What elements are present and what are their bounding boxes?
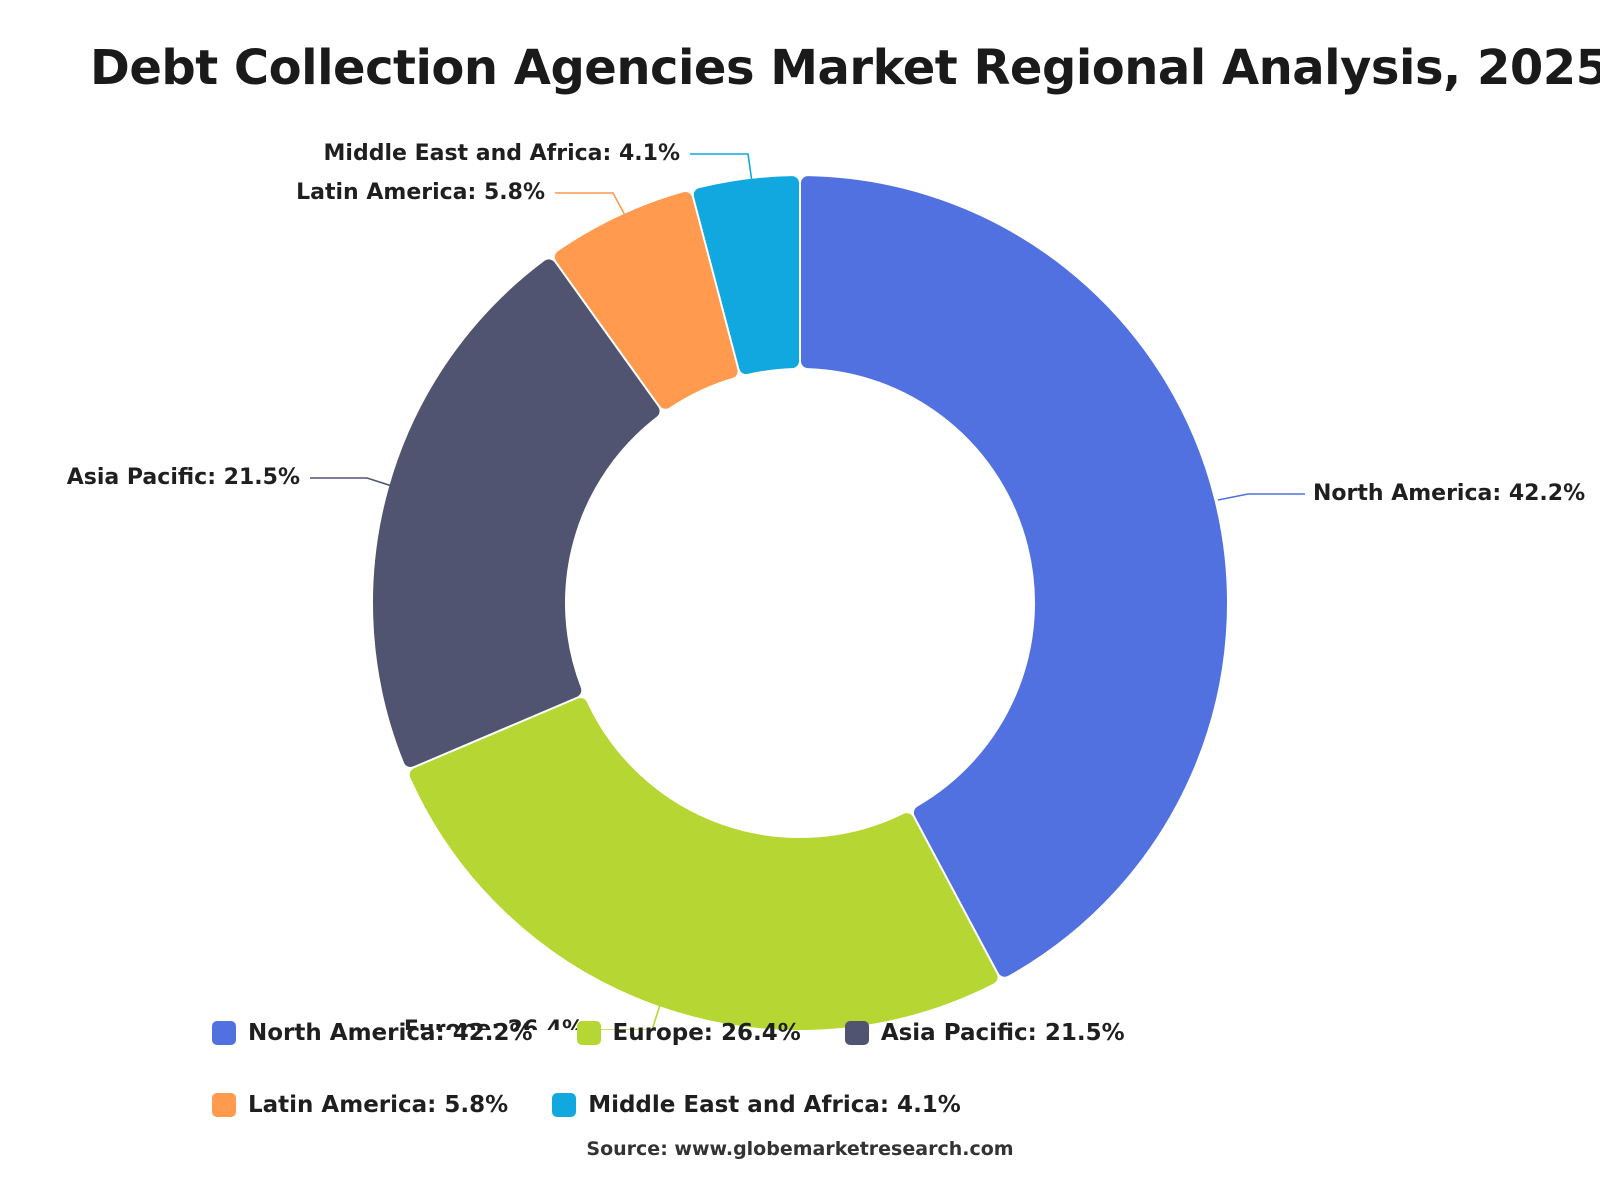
leader-line-europe	[594, 1004, 661, 1030]
legend-item-europe[interactable]: Europe: 26.4%	[576, 1020, 801, 1046]
donut-slice-latin-america	[554, 191, 738, 409]
legend-item-middle-east-and-africa[interactable]: Middle East and Africa: 4.1%	[552, 1092, 961, 1118]
donut-chart: North America: 42.2% Europe: 26.4% Asia Pa…	[67, 141, 1585, 1030]
legend-item-latin-america[interactable]: Latin America: 5.8%	[212, 1092, 508, 1118]
donut-slice-europe	[409, 698, 998, 1030]
leader-line-latin-america	[555, 192, 628, 220]
slice-label-asia-pacific: Asia Pacific: 21.5%	[67, 465, 300, 490]
legend-swatch	[212, 1021, 236, 1045]
slice-label-middle-east-and-africa: Middle East and Africa: 4.1%	[324, 141, 680, 166]
legend-label: North America: 42.2%	[248, 1020, 533, 1046]
slice-label-north-america: North America: 42.2%	[1313, 481, 1585, 506]
legend-swatch	[212, 1093, 236, 1117]
leader-line-asia-pacific	[310, 477, 396, 488]
source-note: Source: www.globemarketresearch.com	[586, 1138, 1014, 1160]
legend-swatch	[844, 1021, 869, 1045]
legend-swatch	[552, 1093, 577, 1117]
donut-slice-asia-pacific	[373, 259, 660, 767]
legend-label: Middle East and Africa: 4.1%	[588, 1092, 961, 1118]
legend-label: Latin America: 5.8%	[248, 1092, 509, 1118]
legend-item-north-america[interactable]: North America: 42.2%	[212, 1020, 533, 1046]
donut-slice-middle-east-and-africa	[693, 176, 799, 375]
legend-item-asia-pacific[interactable]: Asia Pacific: 21.5%	[844, 1020, 1125, 1046]
legend-swatch	[576, 1021, 601, 1045]
legend-label: Europe: 26.4%	[612, 1020, 801, 1046]
legend-label: Asia Pacific: 21.5%	[880, 1020, 1125, 1046]
slice-label-europe: Europe: 26.4%	[404, 1017, 584, 1030]
leader-line-north-america	[1217, 493, 1305, 501]
chart-legend: North America: 42.2% Europe: 26.4% Asia Pa…	[212, 1020, 1442, 1118]
slice-label-latin-america: Latin America: 5.8%	[296, 180, 545, 205]
chart-title: Debt Collection Agencies Market Regional…	[90, 40, 1600, 96]
donut-slice-north-america	[801, 176, 1227, 977]
leader-line-middle-east-and-africa	[690, 153, 753, 183]
